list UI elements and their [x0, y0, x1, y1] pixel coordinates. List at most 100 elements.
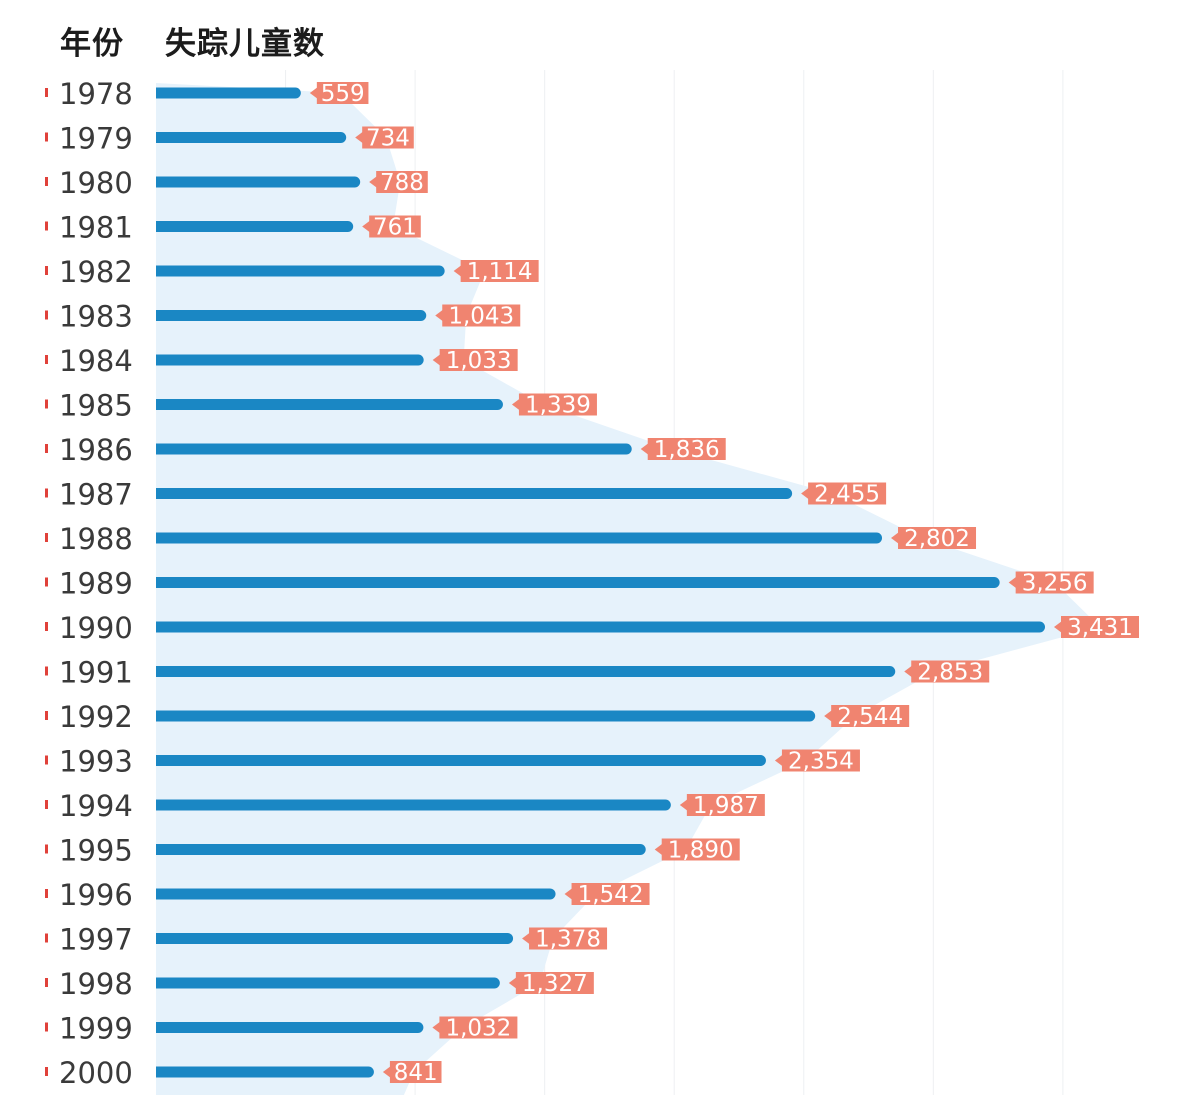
label-pointer — [1008, 576, 1017, 589]
label-box — [442, 304, 521, 327]
tick-label-1985: 1985 — [59, 389, 133, 423]
data-label-1993: 2,354 — [774, 749, 860, 775]
label-pointer — [508, 977, 517, 989]
data-label-1982: 1,114 — [453, 259, 539, 285]
label-pointer — [904, 665, 913, 678]
data-label-text: 1,987 — [693, 793, 759, 819]
tick-label-1991: 1991 — [59, 656, 133, 690]
label-pointer — [1054, 621, 1062, 633]
tick-mark — [45, 666, 48, 676]
label-pointer — [369, 176, 378, 188]
category-ticks: 1978 1979 1980 1981 1982 1983 1984 1985 1986 1987… — [45, 77, 133, 1090]
label-box — [686, 794, 765, 816]
data-label-1990: 3,431 — [1054, 615, 1139, 641]
tick-mark — [45, 1022, 48, 1032]
tick-label-1998: 1998 — [59, 967, 133, 1001]
label-pointer — [432, 1021, 441, 1034]
tick-mark — [45, 266, 48, 275]
label-box — [389, 1061, 442, 1083]
label-box — [647, 438, 726, 460]
label-box — [1015, 571, 1094, 594]
bar-2000 — [156, 1066, 374, 1078]
label-pointer — [564, 888, 573, 900]
label-pointer — [522, 932, 531, 945]
bar-1980 — [156, 176, 361, 188]
label-box — [571, 883, 650, 905]
tick-label-1984: 1984 — [59, 344, 133, 378]
bar-1990 — [156, 621, 1045, 633]
label-pointer — [355, 131, 364, 144]
data-label-2000: 841 — [382, 1060, 442, 1086]
tick-label-1978: 1978 — [59, 77, 133, 111]
data-label-text: 734 — [366, 126, 410, 152]
data-label-text: 1,890 — [668, 838, 734, 864]
label-box — [1061, 616, 1139, 638]
area-fill — [156, 83, 1100, 1095]
bar-1984 — [156, 354, 424, 366]
label-pointer — [824, 710, 833, 722]
label-box — [439, 349, 518, 371]
bar-1985 — [156, 399, 503, 410]
data-label-text: 1,114 — [467, 259, 533, 285]
label-pointer — [511, 398, 520, 411]
tick-mark — [45, 88, 48, 97]
tick-mark — [45, 577, 48, 587]
label-box — [911, 660, 990, 683]
tick-mark — [45, 844, 48, 854]
label-box — [661, 838, 740, 861]
tick-mark — [45, 755, 48, 765]
data-label-text: 1,836 — [654, 437, 720, 463]
label-box — [808, 482, 887, 505]
tick-mark — [45, 399, 48, 409]
tick-mark — [45, 711, 48, 720]
data-label-text: 1,378 — [535, 927, 601, 953]
label-box — [460, 260, 539, 282]
bar-1993 — [156, 755, 766, 766]
bar-1996 — [156, 888, 556, 900]
bar-1991 — [156, 666, 896, 677]
data-label-1998: 1,327 — [508, 971, 594, 997]
data-label-1978: 559 — [309, 81, 369, 107]
bar-1987 — [156, 488, 793, 499]
label-box — [369, 215, 421, 238]
data-label-text: 2,455 — [814, 482, 880, 508]
label-pointer — [309, 87, 318, 99]
tick-mark — [45, 1067, 48, 1076]
data-label-1986: 1,836 — [640, 437, 726, 463]
bar-1988 — [156, 532, 883, 544]
tick-mark — [45, 132, 48, 142]
label-box — [781, 749, 860, 772]
bar-1978 — [156, 87, 301, 99]
label-box — [518, 393, 597, 416]
label-pointer — [774, 754, 783, 767]
data-label-1983: 1,043 — [435, 304, 521, 330]
tick-label-1981: 1981 — [59, 211, 133, 245]
bar-1983 — [156, 310, 427, 321]
bar-1986 — [156, 443, 632, 455]
data-label-text: 2,853 — [917, 660, 983, 686]
label-pointer — [453, 265, 462, 277]
data-label-1997: 1,378 — [522, 927, 608, 953]
tick-mark — [45, 533, 48, 542]
data-label-text: 1,043 — [448, 304, 514, 330]
tick-label-1986: 1986 — [59, 433, 133, 467]
area-backdrop — [156, 83, 1100, 1095]
label-pointer — [891, 532, 900, 544]
tick-label-2000: 2000 — [59, 1056, 133, 1090]
data-label-text: 788 — [380, 170, 424, 196]
data-label-text: 2,802 — [904, 526, 970, 552]
label-box — [515, 972, 594, 994]
tick-label-1982: 1982 — [59, 255, 133, 289]
tick-mark — [45, 355, 48, 364]
bar-1992 — [156, 710, 816, 722]
data-label-1994: 1,987 — [679, 793, 765, 819]
label-pointer — [432, 354, 441, 366]
data-label-text: 559 — [321, 81, 365, 107]
label-box — [376, 171, 428, 193]
label-box — [898, 527, 977, 549]
label-pointer — [654, 843, 663, 856]
label-box — [316, 82, 369, 104]
tick-label-1992: 1992 — [59, 700, 133, 734]
